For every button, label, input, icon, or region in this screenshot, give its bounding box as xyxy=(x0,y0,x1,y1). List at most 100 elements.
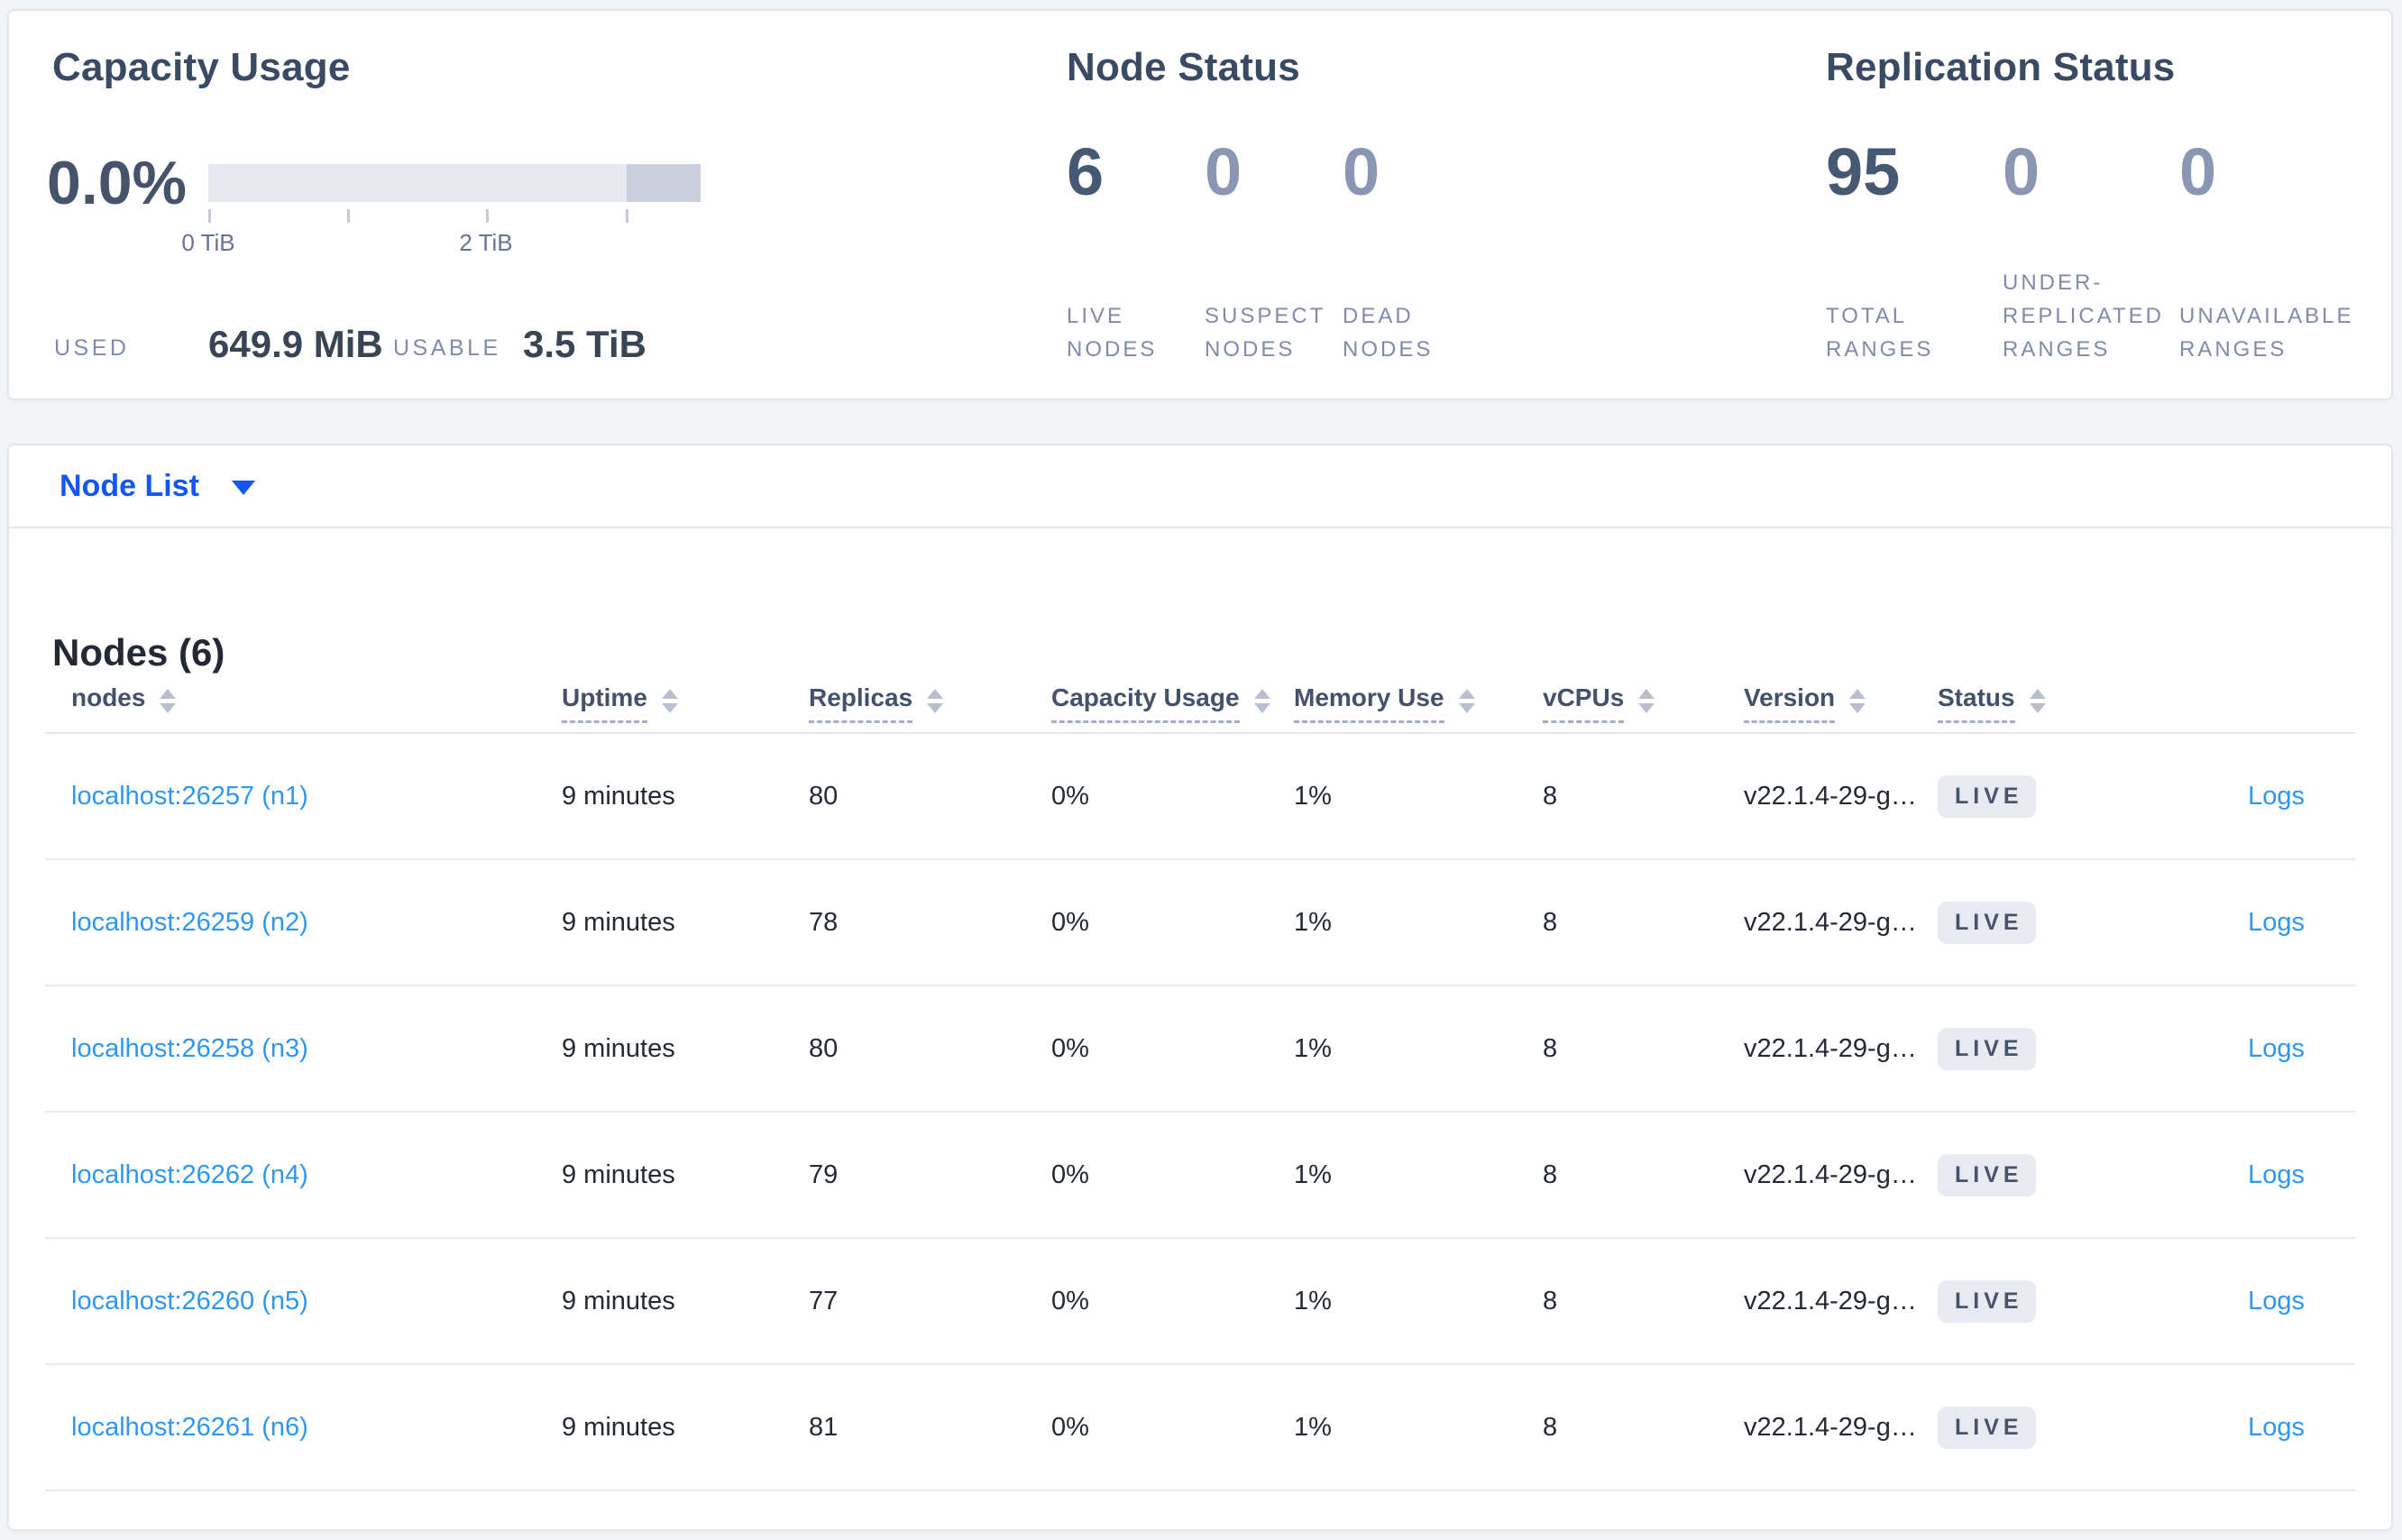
status-badge: LIVE xyxy=(1938,1406,2036,1449)
total-ranges-value: 95 xyxy=(1826,134,1901,209)
unavailable-ranges-label: UNAVAILABLE RANGES xyxy=(2179,304,2354,362)
dead-nodes-stat: 0 DEAD NODES xyxy=(1343,135,1462,366)
vcpus-cell: 8 xyxy=(1543,1033,1558,1063)
node-list-dropdown[interactable]: Node List xyxy=(60,469,255,504)
unavailable-ranges-value: 0 xyxy=(2179,134,2217,209)
memory-use-cell: 1% xyxy=(1294,1033,1332,1063)
under-replicated-ranges-label: UNDER-REPLICATED RANGES xyxy=(2003,270,2164,362)
version-cell: v22.1.4-29-g… xyxy=(1744,781,1917,811)
capacity-usage-cell: 0% xyxy=(1051,1160,1089,1189)
used-label: USED xyxy=(54,335,130,361)
replicas-cell: 80 xyxy=(809,1033,839,1063)
table-row: localhost:26257 (n1) 9 minutes 80 0% 1% … xyxy=(45,734,2355,860)
suspect-nodes-stat: 0 SUSPECT NODES xyxy=(1205,135,1325,366)
cluster-summary-card: Capacity Usage 0.0% 0 TiB 2 TiB USED 649… xyxy=(7,9,2393,400)
live-nodes-value: 6 xyxy=(1067,134,1105,209)
table-body: localhost:26257 (n1) 9 minutes 80 0% 1% … xyxy=(45,734,2355,1491)
uptime-cell: 9 minutes xyxy=(562,781,675,811)
capacity-usage-title: Capacity Usage xyxy=(52,45,351,89)
column-header-replicas[interactable]: Replicas xyxy=(809,683,1051,723)
node-link[interactable]: localhost:26262 (n4) xyxy=(71,1160,308,1189)
replicas-cell: 81 xyxy=(809,1412,839,1442)
memory-use-cell: 1% xyxy=(1294,1412,1332,1442)
sort-icon xyxy=(661,688,678,713)
uptime-cell: 9 minutes xyxy=(562,1160,675,1189)
uptime-cell: 9 minutes xyxy=(562,907,675,937)
node-link[interactable]: localhost:26257 (n1) xyxy=(71,781,308,811)
suspect-nodes-label: SUSPECT NODES xyxy=(1205,304,1325,362)
capacity-usage-cell: 0% xyxy=(1051,907,1089,937)
dead-nodes-label: DEAD NODES xyxy=(1343,304,1434,362)
version-cell: v22.1.4-29-g… xyxy=(1744,907,1917,937)
sort-icon xyxy=(2029,688,2046,713)
logs-link[interactable]: Logs xyxy=(2248,1033,2305,1063)
view-selector-row: Node List xyxy=(9,445,2391,528)
table-row: localhost:26262 (n4) 9 minutes 79 0% 1% … xyxy=(45,1113,2355,1239)
replication-status-panel: Replication Status 95 TOTAL RANGES 0 UND… xyxy=(1826,11,2402,399)
sort-icon xyxy=(1638,688,1655,713)
live-nodes-label: LIVE NODES xyxy=(1067,304,1158,362)
under-replicated-ranges-stat: 0 UNDER-REPLICATED RANGES xyxy=(2003,135,2163,366)
vcpus-cell: 8 xyxy=(1543,1412,1558,1442)
version-cell: v22.1.4-29-g… xyxy=(1744,1033,1917,1063)
column-header-capacity-usage[interactable]: Capacity Usage xyxy=(1051,683,1294,723)
capacity-usage-cell: 0% xyxy=(1051,1412,1089,1442)
table-row: localhost:26259 (n2) 9 minutes 78 0% 1% … xyxy=(45,860,2355,986)
table-row: localhost:26260 (n5) 9 minutes 77 0% 1% … xyxy=(45,1239,2355,1365)
logs-link[interactable]: Logs xyxy=(2248,781,2305,811)
total-ranges-label: TOTAL RANGES xyxy=(1826,304,1934,362)
axis-tick-label: 0 TiB xyxy=(181,229,235,256)
replicas-cell: 80 xyxy=(809,781,839,811)
node-link[interactable]: localhost:26261 (n6) xyxy=(71,1412,308,1442)
logs-link[interactable]: Logs xyxy=(2248,1286,2305,1315)
capacity-percent-value: 0.0% xyxy=(47,149,187,217)
chevron-down-icon xyxy=(231,481,255,495)
replication-status-title: Replication Status xyxy=(1826,45,2176,89)
column-header-uptime[interactable]: Uptime xyxy=(562,683,809,723)
replicas-cell: 78 xyxy=(809,907,839,937)
used-value: 649.9 MiB xyxy=(208,323,383,365)
node-list-dropdown-label: Node List xyxy=(60,468,199,503)
vcpus-cell: 8 xyxy=(1543,781,1558,811)
nodes-table-title: Nodes (6) xyxy=(52,631,225,674)
live-nodes-stat: 6 LIVE NODES xyxy=(1067,135,1187,366)
sort-icon xyxy=(1458,688,1475,713)
sort-icon xyxy=(1253,688,1270,713)
dead-nodes-value: 0 xyxy=(1343,134,1380,209)
logs-link[interactable]: Logs xyxy=(2248,907,2305,937)
column-header-nodes[interactable]: nodes xyxy=(71,683,562,723)
unavailable-ranges-stat: 0 UNAVAILABLE RANGES xyxy=(2179,134,2354,366)
sort-icon xyxy=(1849,688,1866,713)
version-cell: v22.1.4-29-g… xyxy=(1744,1286,1917,1315)
sort-icon xyxy=(160,688,177,713)
axis-tick xyxy=(626,209,628,223)
node-status-title: Node Status xyxy=(1067,45,1300,89)
memory-use-cell: 1% xyxy=(1294,781,1332,811)
column-header-memory-use[interactable]: Memory Use xyxy=(1294,683,1543,723)
logs-link[interactable]: Logs xyxy=(2248,1412,2305,1442)
node-link[interactable]: localhost:26259 (n2) xyxy=(71,907,308,937)
node-link[interactable]: localhost:26258 (n3) xyxy=(71,1033,308,1063)
table-header-row: nodes Uptime Replicas Capacity Usage Mem… xyxy=(45,674,2355,734)
column-header-version[interactable]: Version xyxy=(1744,683,1938,723)
nodes-table: nodes Uptime Replicas Capacity Usage Mem… xyxy=(45,674,2355,1491)
total-ranges-stat: 95 TOTAL RANGES xyxy=(1826,135,1986,366)
table-row: localhost:26261 (n6) 9 minutes 81 0% 1% … xyxy=(45,1365,2355,1491)
node-link[interactable]: localhost:26260 (n5) xyxy=(71,1286,308,1315)
capacity-bar-used-segment xyxy=(627,164,701,202)
replicas-cell: 77 xyxy=(809,1286,839,1315)
capacity-usage-panel: Capacity Usage 0.0% 0 TiB 2 TiB USED 649… xyxy=(47,11,1026,399)
status-badge: LIVE xyxy=(1938,1153,2036,1196)
uptime-cell: 9 minutes xyxy=(562,1033,675,1063)
version-cell: v22.1.4-29-g… xyxy=(1744,1160,1917,1189)
logs-link[interactable]: Logs xyxy=(2248,1160,2305,1189)
usable-label: USABLE xyxy=(393,335,501,361)
status-badge: LIVE xyxy=(1938,1027,2036,1070)
column-header-vcpus[interactable]: vCPUs xyxy=(1543,683,1744,723)
vcpus-cell: 8 xyxy=(1543,1286,1558,1315)
capacity-bar-chart: 0 TiB 2 TiB xyxy=(181,164,701,256)
column-header-status[interactable]: Status xyxy=(1938,683,2164,723)
capacity-usage-cell: 0% xyxy=(1051,1286,1089,1315)
vcpus-cell: 8 xyxy=(1543,1160,1558,1189)
uptime-cell: 9 minutes xyxy=(562,1286,675,1315)
